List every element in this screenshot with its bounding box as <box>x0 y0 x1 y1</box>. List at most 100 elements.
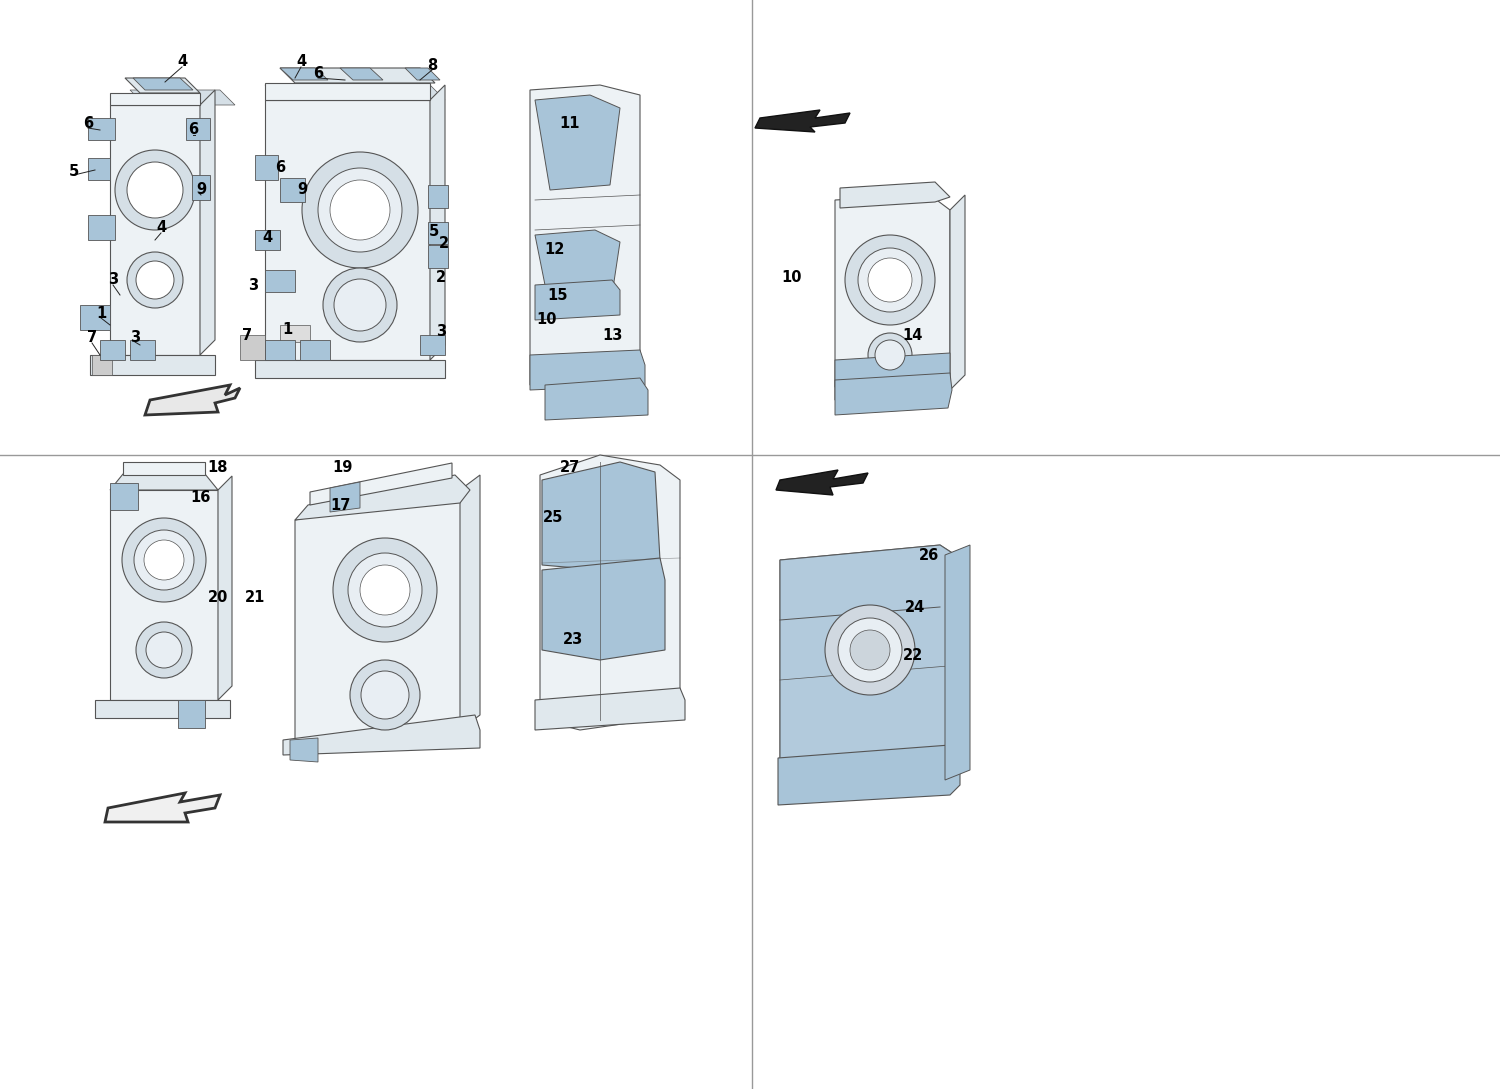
Polygon shape <box>544 378 648 420</box>
Text: 5: 5 <box>69 163 80 179</box>
Polygon shape <box>266 100 430 360</box>
Polygon shape <box>94 700 230 718</box>
Polygon shape <box>420 335 446 355</box>
Polygon shape <box>88 118 116 140</box>
Polygon shape <box>266 340 296 360</box>
Circle shape <box>302 152 418 268</box>
Text: 4: 4 <box>296 54 306 70</box>
Polygon shape <box>540 455 680 730</box>
Polygon shape <box>776 470 868 495</box>
Polygon shape <box>340 68 382 79</box>
Polygon shape <box>840 182 950 208</box>
Polygon shape <box>92 355 112 375</box>
Text: 4: 4 <box>177 54 188 70</box>
Polygon shape <box>178 700 206 729</box>
Polygon shape <box>124 78 200 93</box>
Text: 6: 6 <box>82 115 93 131</box>
Text: 17: 17 <box>330 498 350 513</box>
Text: 5: 5 <box>429 224 439 240</box>
Polygon shape <box>186 118 210 140</box>
Circle shape <box>348 553 422 627</box>
Polygon shape <box>310 463 452 505</box>
Circle shape <box>844 235 934 325</box>
Polygon shape <box>255 360 446 378</box>
Circle shape <box>116 150 195 230</box>
Polygon shape <box>296 475 470 521</box>
Text: 6: 6 <box>314 65 322 81</box>
Polygon shape <box>780 544 960 785</box>
Text: 4: 4 <box>156 220 166 235</box>
Circle shape <box>122 518 206 602</box>
Text: 20: 20 <box>209 590 228 605</box>
Polygon shape <box>105 793 220 822</box>
Text: 2: 2 <box>436 270 445 285</box>
Text: 1: 1 <box>96 306 106 320</box>
Circle shape <box>144 540 184 580</box>
Polygon shape <box>146 386 240 415</box>
Circle shape <box>858 248 922 313</box>
Polygon shape <box>255 155 278 180</box>
Polygon shape <box>530 350 645 390</box>
Polygon shape <box>192 175 210 200</box>
Polygon shape <box>836 374 952 415</box>
Polygon shape <box>427 185 448 208</box>
Text: 12: 12 <box>544 243 564 257</box>
Text: 10: 10 <box>782 269 802 284</box>
Text: 7: 7 <box>87 330 98 345</box>
Polygon shape <box>88 158 110 180</box>
Polygon shape <box>836 353 950 387</box>
Text: 1: 1 <box>282 322 292 338</box>
Circle shape <box>128 252 183 308</box>
Polygon shape <box>536 230 620 299</box>
Circle shape <box>868 333 912 377</box>
Text: 14: 14 <box>902 329 922 343</box>
Polygon shape <box>280 68 328 79</box>
Circle shape <box>839 617 902 682</box>
Polygon shape <box>88 215 116 240</box>
Text: 25: 25 <box>543 511 562 526</box>
Polygon shape <box>427 222 448 244</box>
Text: 23: 23 <box>562 633 584 648</box>
Polygon shape <box>542 462 660 570</box>
Circle shape <box>318 168 402 252</box>
Polygon shape <box>110 484 138 510</box>
Polygon shape <box>80 305 110 330</box>
Text: 7: 7 <box>242 328 252 343</box>
Polygon shape <box>945 544 970 780</box>
Text: 22: 22 <box>903 648 922 662</box>
Polygon shape <box>284 715 480 755</box>
Polygon shape <box>536 95 620 189</box>
Text: 27: 27 <box>560 461 580 476</box>
Circle shape <box>350 660 420 730</box>
Text: 15: 15 <box>548 289 568 304</box>
Text: 13: 13 <box>602 329 622 343</box>
Circle shape <box>322 268 398 342</box>
Polygon shape <box>530 85 640 386</box>
Polygon shape <box>778 745 960 805</box>
Text: 2: 2 <box>440 235 448 250</box>
Polygon shape <box>430 85 445 360</box>
Circle shape <box>874 340 904 370</box>
Polygon shape <box>266 270 296 292</box>
Polygon shape <box>255 230 280 250</box>
Text: 16: 16 <box>190 490 210 505</box>
Text: 21: 21 <box>244 590 266 605</box>
Polygon shape <box>110 490 218 700</box>
Circle shape <box>825 605 915 695</box>
Polygon shape <box>240 335 266 360</box>
Circle shape <box>146 632 182 668</box>
Circle shape <box>136 261 174 299</box>
Polygon shape <box>405 68 439 79</box>
Circle shape <box>128 162 183 218</box>
Text: 18: 18 <box>207 461 228 476</box>
Polygon shape <box>427 245 448 268</box>
Circle shape <box>330 180 390 240</box>
Text: 26: 26 <box>920 549 939 563</box>
Polygon shape <box>836 195 950 400</box>
Polygon shape <box>280 68 435 83</box>
Polygon shape <box>200 90 214 355</box>
Text: 6: 6 <box>274 160 285 175</box>
Circle shape <box>134 530 194 590</box>
Polygon shape <box>460 475 480 730</box>
Text: 3: 3 <box>130 330 140 344</box>
